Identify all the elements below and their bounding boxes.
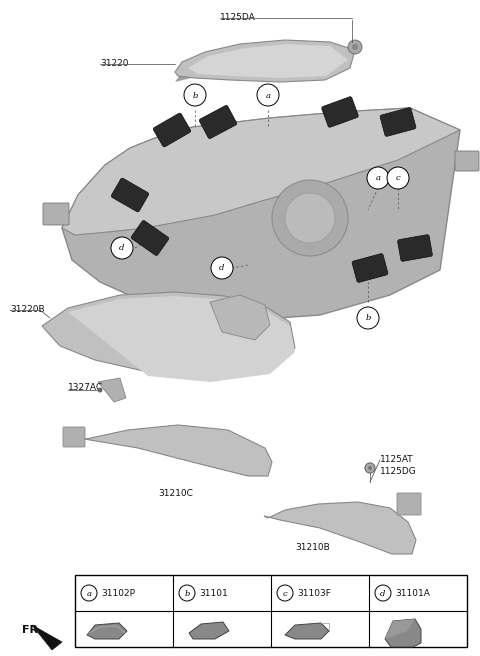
Circle shape <box>277 585 293 601</box>
Circle shape <box>352 44 358 50</box>
Circle shape <box>111 237 133 259</box>
FancyBboxPatch shape <box>63 427 85 447</box>
Text: 31210B: 31210B <box>295 544 330 552</box>
FancyBboxPatch shape <box>455 151 479 171</box>
Circle shape <box>81 585 97 601</box>
Polygon shape <box>189 622 229 639</box>
Text: 31220: 31220 <box>100 60 129 68</box>
Polygon shape <box>385 619 415 639</box>
Circle shape <box>272 180 348 256</box>
FancyBboxPatch shape <box>322 96 358 127</box>
Polygon shape <box>285 623 329 639</box>
FancyBboxPatch shape <box>352 254 388 282</box>
Circle shape <box>97 388 103 392</box>
Polygon shape <box>42 292 295 378</box>
Text: 31210C: 31210C <box>158 489 193 499</box>
Polygon shape <box>87 623 127 639</box>
Circle shape <box>257 84 279 106</box>
Polygon shape <box>62 108 460 235</box>
Circle shape <box>179 585 195 601</box>
FancyBboxPatch shape <box>43 203 69 225</box>
Circle shape <box>367 167 389 189</box>
Text: b: b <box>192 91 198 100</box>
Text: 31101A: 31101A <box>395 588 430 598</box>
Text: 1125DG: 1125DG <box>380 468 417 476</box>
Polygon shape <box>188 44 348 78</box>
Circle shape <box>368 466 372 470</box>
Polygon shape <box>80 425 272 476</box>
Text: d: d <box>380 590 386 598</box>
Text: a: a <box>86 590 92 598</box>
Text: a: a <box>265 91 271 100</box>
FancyBboxPatch shape <box>75 575 467 647</box>
Polygon shape <box>385 619 421 647</box>
Circle shape <box>285 193 335 243</box>
Text: 31220B: 31220B <box>10 306 45 314</box>
FancyBboxPatch shape <box>397 235 432 261</box>
FancyBboxPatch shape <box>153 113 191 147</box>
Polygon shape <box>62 108 460 320</box>
Circle shape <box>365 463 375 473</box>
Polygon shape <box>175 44 330 82</box>
Text: b: b <box>184 590 190 598</box>
Circle shape <box>357 307 379 329</box>
Polygon shape <box>264 502 416 554</box>
Circle shape <box>184 84 206 106</box>
Polygon shape <box>210 295 270 340</box>
Polygon shape <box>98 378 126 402</box>
Text: c: c <box>396 174 400 182</box>
FancyBboxPatch shape <box>131 220 169 256</box>
Text: b: b <box>365 314 371 323</box>
Circle shape <box>348 40 362 54</box>
Text: d: d <box>120 245 125 253</box>
FancyBboxPatch shape <box>111 178 149 212</box>
Polygon shape <box>175 40 355 82</box>
Circle shape <box>375 585 391 601</box>
Polygon shape <box>32 625 62 650</box>
Text: a: a <box>375 174 381 182</box>
FancyBboxPatch shape <box>199 106 237 138</box>
Text: 1327AC: 1327AC <box>68 384 103 392</box>
Text: 1125AT: 1125AT <box>380 455 414 464</box>
Text: c: c <box>283 590 288 598</box>
FancyBboxPatch shape <box>380 108 416 136</box>
Text: 31103F: 31103F <box>297 588 331 598</box>
Circle shape <box>211 257 233 279</box>
Polygon shape <box>68 296 295 382</box>
Text: FR.: FR. <box>22 625 43 635</box>
FancyBboxPatch shape <box>397 493 421 515</box>
Text: d: d <box>219 264 225 272</box>
Circle shape <box>365 463 375 473</box>
Text: 1125DA: 1125DA <box>220 14 256 22</box>
Text: 31101: 31101 <box>199 588 228 598</box>
Circle shape <box>387 167 409 189</box>
Text: 31102P: 31102P <box>101 588 135 598</box>
